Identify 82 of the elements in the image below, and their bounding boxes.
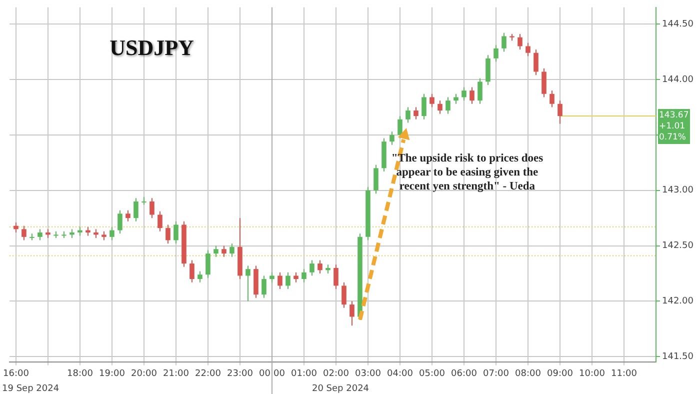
candlestick: [126, 210, 130, 222]
candlestick: [230, 243, 234, 258]
candlestick: [246, 265, 250, 302]
candlestick: [214, 245, 218, 258]
x-tick-label: 04:00: [387, 368, 414, 379]
x-tick-label: 09:00: [547, 368, 574, 379]
candlestick: [446, 96, 450, 114]
candlestick: [414, 106, 418, 120]
candlestick: [278, 272, 282, 290]
candlestick: [502, 32, 506, 52]
candlestick: [206, 250, 210, 278]
x-tick-label: 05:00: [419, 368, 446, 379]
candlestick: [318, 260, 322, 274]
candlestick: [542, 68, 546, 98]
candlestick: [118, 210, 122, 234]
candlestick: [342, 282, 346, 308]
x-tick-label: 06:00: [451, 368, 478, 379]
candlestick: [270, 272, 274, 283]
x-tick-label: 23:00: [227, 368, 254, 379]
y-tick-label: 142.50: [662, 241, 694, 252]
candlestick: [262, 275, 266, 298]
text: USDJPY: [110, 35, 194, 60]
x-tick-label: 16:00: [3, 368, 30, 379]
x-tick-label: 19:00: [99, 368, 126, 379]
candlestick: [14, 222, 18, 233]
y-tick-label: 144.50: [662, 19, 694, 30]
candlestick: [334, 264, 338, 290]
x-tick-label: 10:00: [579, 368, 606, 379]
candlestick: [398, 116, 402, 139]
candlestick: [462, 86, 466, 102]
candlestick: [158, 210, 162, 232]
text: 19 Sep 2024: [2, 384, 60, 394]
candlestick: [558, 100, 562, 124]
candlestick: [38, 228, 42, 241]
candlestick: [190, 260, 194, 283]
annotation: "The upside risk to prices does appear to be easing given the recent yen strength" - Ueda: [391, 152, 544, 193]
candlestick: [430, 93, 434, 108]
text: 20 Sep 2024: [312, 384, 370, 394]
x-tick-label: 03:00: [355, 368, 382, 379]
x-tick-label: 01:00: [291, 368, 318, 379]
candlestick: [294, 272, 298, 283]
candlestick: [406, 106, 410, 124]
candlestick: [374, 164, 378, 194]
x-tick-label: 21:00: [163, 368, 190, 379]
candlestick: [150, 198, 154, 219]
x-tick-label: 11:00: [611, 368, 638, 379]
x-tick-label: 00:00: [259, 368, 286, 379]
x-tick-label: 18:00: [67, 368, 94, 379]
y-tick-label: 142.00: [662, 296, 694, 307]
candlestick: [302, 268, 306, 283]
candlestick: [454, 93, 458, 104]
candlestick: [550, 90, 554, 108]
candlestick: [310, 260, 314, 276]
y-tick-label: 143.00: [662, 186, 694, 196]
candlestick: [222, 245, 226, 258]
candlestick: [350, 300, 354, 326]
candlestick: [198, 270, 202, 283]
candlestick: [470, 86, 474, 104]
y-tick-label: 141.50: [662, 352, 694, 362]
candlestick: [494, 44, 498, 62]
candlestick: [478, 78, 482, 104]
candlestick: [166, 224, 170, 244]
candlestick: [22, 225, 26, 241]
ref-line-label: 143.67 +1.01 0.71%: [659, 110, 689, 143]
candlestick: [286, 272, 290, 290]
candlestick: [174, 220, 178, 244]
candlestick: [518, 34, 522, 50]
x-tick-label: 20:00: [131, 368, 158, 379]
candlestick: [438, 100, 442, 114]
x-tick-label: 08:00: [515, 368, 542, 379]
candlestick: [486, 54, 490, 86]
candlestick: [390, 131, 394, 146]
candlestick: [142, 196, 146, 206]
candlestick: [526, 42, 530, 57]
candlestick: [534, 49, 538, 76]
candlestick: [422, 93, 426, 120]
x-tick-label: 22:00: [195, 368, 222, 379]
candlestick: [134, 198, 138, 222]
x-tick-label: 02:00: [323, 368, 350, 379]
candlestick: [110, 226, 114, 241]
x-tick-label: 07:00: [483, 368, 510, 379]
y-tick-label: 144.00: [662, 74, 694, 85]
